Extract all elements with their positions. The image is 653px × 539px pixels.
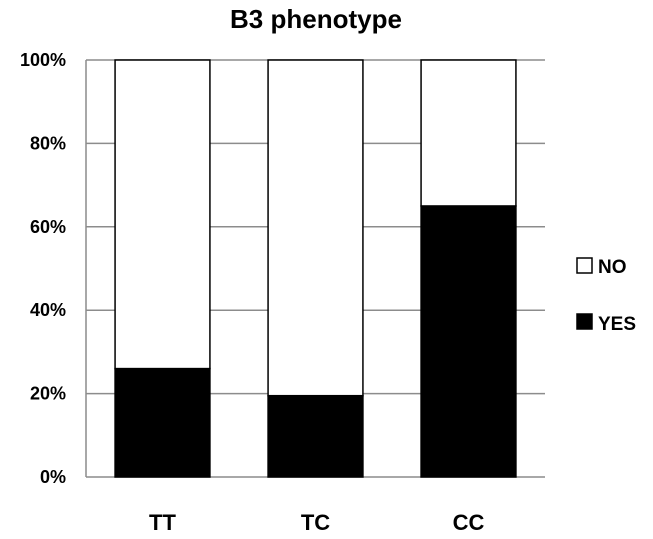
x-tick-label: CC bbox=[453, 510, 485, 535]
bars bbox=[114, 59, 517, 478]
x-tick-label: TC bbox=[301, 510, 330, 535]
legend-swatch-yes bbox=[576, 313, 593, 330]
y-tick-label: 100% bbox=[20, 50, 66, 70]
bar-cc-no bbox=[420, 59, 517, 207]
bar-cc-yes bbox=[420, 205, 517, 478]
legend-label-no: NO bbox=[598, 257, 627, 278]
legend: NO YES bbox=[576, 257, 636, 335]
y-tick-label: 20% bbox=[30, 384, 66, 404]
chart-title: B3 phenotype bbox=[230, 4, 402, 34]
y-tick-label: 80% bbox=[30, 133, 66, 153]
legend-swatch-no bbox=[576, 257, 593, 274]
y-tick-labels: 0% 20% 40% 60% 80% 100% bbox=[20, 50, 66, 487]
y-tick-label: 0% bbox=[40, 467, 66, 487]
x-tick-labels: TT TC CC bbox=[149, 510, 484, 535]
y-tick-label: 40% bbox=[30, 300, 66, 320]
bar-tc-no bbox=[267, 59, 364, 397]
bar-tt-no bbox=[114, 59, 211, 370]
y-tick-label: 60% bbox=[30, 217, 66, 237]
bar-tt-yes bbox=[114, 367, 211, 478]
bar-tc-yes bbox=[267, 394, 364, 478]
x-tick-label: TT bbox=[149, 510, 176, 535]
legend-label-yes: YES bbox=[598, 314, 636, 335]
